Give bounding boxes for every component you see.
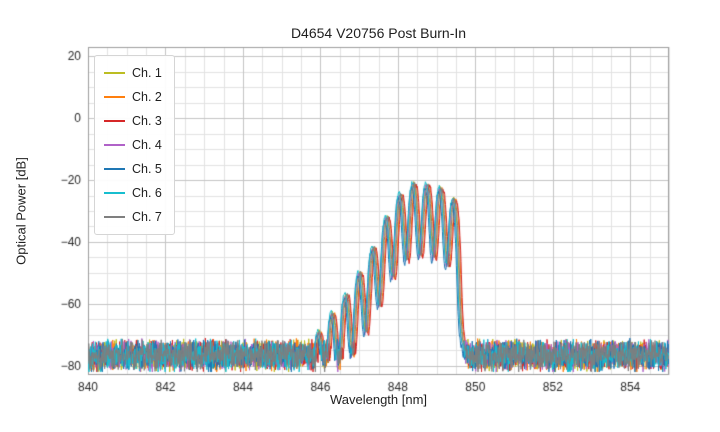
legend-label: Ch. 1 (132, 66, 162, 80)
legend-label: Ch. 2 (132, 90, 162, 104)
legend-label: Ch. 5 (132, 162, 162, 176)
chart-title: D4654 V20756 Post Burn-In (290, 25, 467, 41)
legend-label: Ch. 4 (132, 138, 162, 152)
legend-label: Ch. 3 (132, 114, 162, 128)
legend-line-swatch (104, 120, 125, 122)
legend-item-ch-3: Ch. 3 (104, 109, 162, 133)
legend-line-swatch (104, 72, 125, 74)
legend-line-swatch (104, 216, 125, 218)
x-axis-label: Wavelength [nm] (329, 392, 428, 407)
legend-item-ch-5: Ch. 5 (104, 157, 162, 181)
legend-item-ch-2: Ch. 2 (104, 85, 162, 109)
legend-label: Ch. 6 (132, 186, 162, 200)
legend-label: Ch. 7 (132, 210, 162, 224)
legend: Ch. 1 Ch. 2 Ch. 3 Ch. 4 Ch. 5 Ch. 6 Ch. 7 (94, 55, 175, 235)
legend-line-swatch (104, 192, 125, 194)
y-axis-label: Optical Power [dB] (13, 157, 29, 265)
legend-item-ch-4: Ch. 4 (104, 133, 162, 157)
legend-line-swatch (104, 144, 125, 146)
legend-line-swatch (104, 168, 125, 170)
legend-item-ch-1: Ch. 1 (104, 61, 162, 85)
legend-line-swatch (104, 96, 125, 98)
legend-item-ch-6: Ch. 6 (104, 181, 162, 205)
legend-item-ch-7: Ch. 7 (104, 205, 162, 229)
